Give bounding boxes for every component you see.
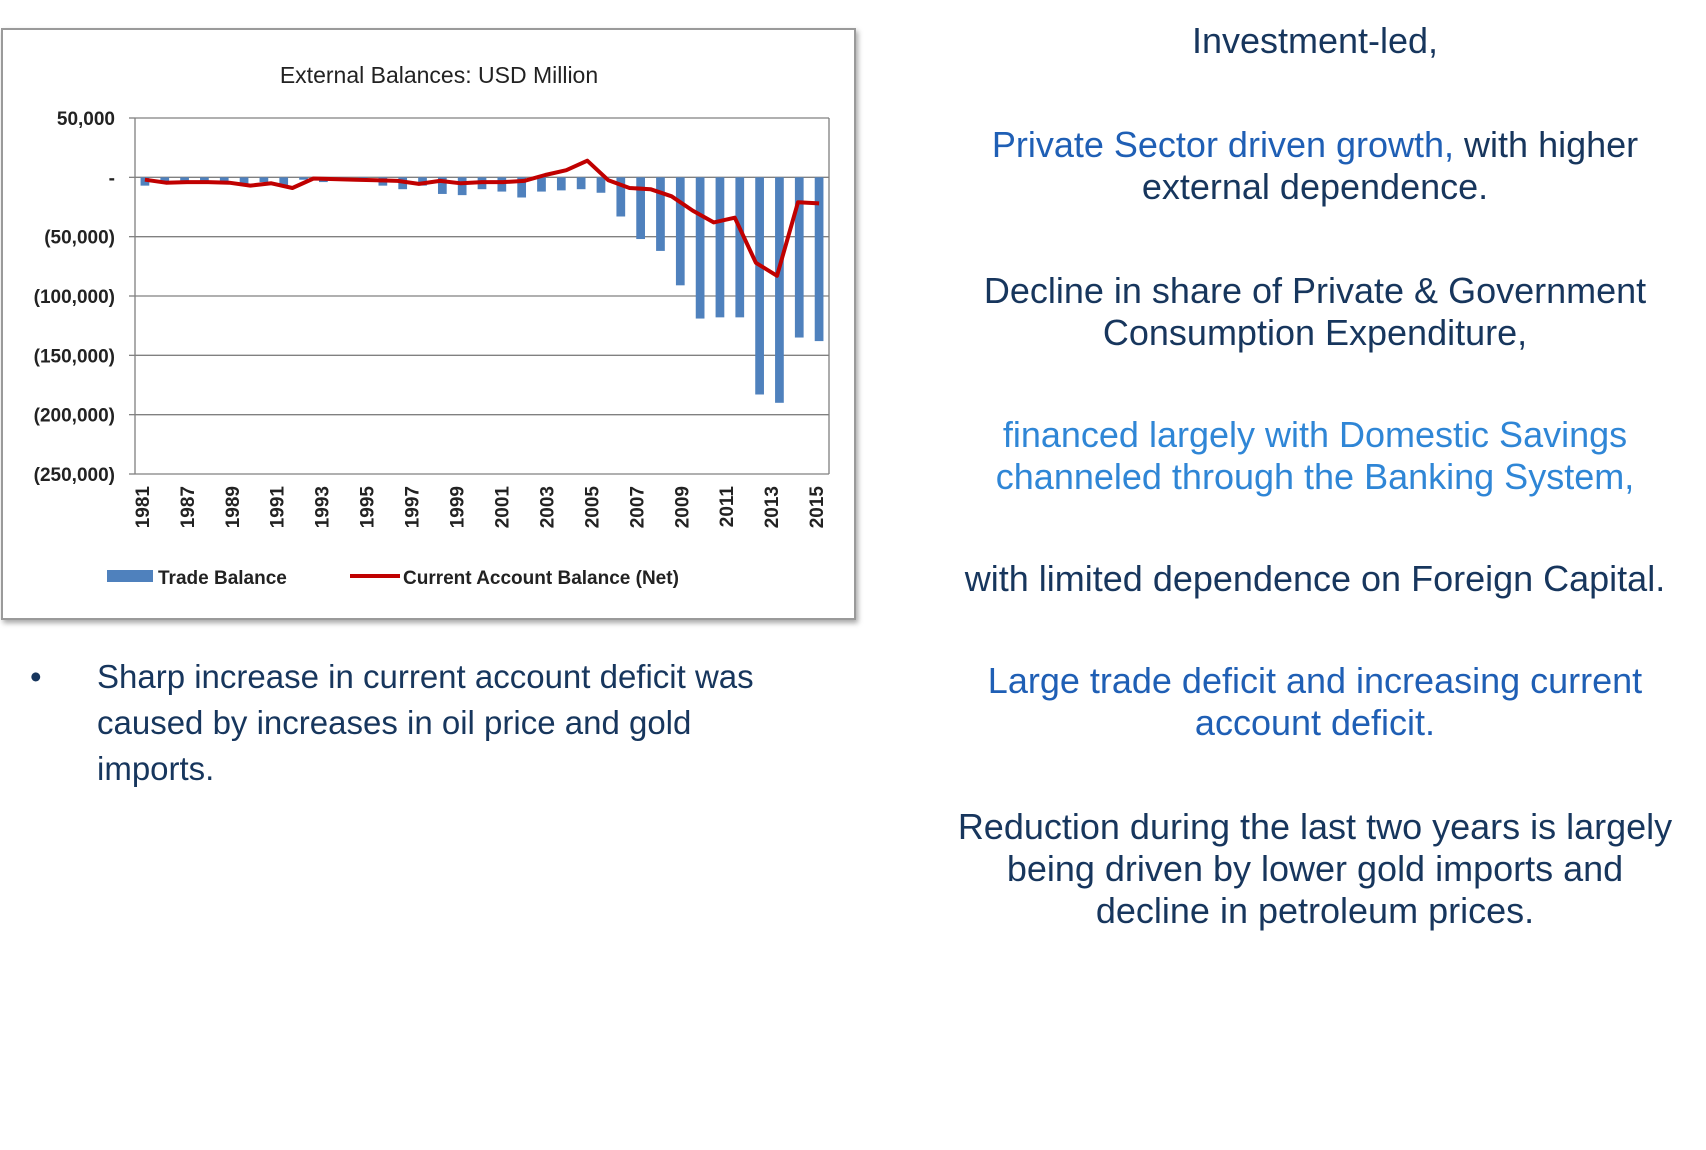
chart-container: External Balances: USD Million 50,000 - (50… bbox=[1, 28, 856, 620]
x-tick-label: 1995 bbox=[358, 486, 379, 529]
trade-balance-bar bbox=[457, 177, 467, 196]
summary-private-sector-rest: with higher external dependence. bbox=[1141, 124, 1639, 207]
trade-balance-bar bbox=[755, 177, 764, 395]
x-tick-label: 2015 bbox=[807, 486, 828, 529]
y-tick-label: (200,000) bbox=[34, 406, 115, 427]
trade-balance-bar bbox=[695, 177, 705, 319]
bullet-icon: • bbox=[30, 658, 42, 695]
trade-balance-bar bbox=[517, 177, 527, 198]
x-tick-label: 2009 bbox=[672, 486, 693, 528]
trade-balance-bar bbox=[259, 177, 269, 183]
trade-balance-bar bbox=[616, 177, 626, 217]
trade-balance-bar bbox=[775, 177, 784, 403]
summary-column: Investment-led, Private Sector driven gr… bbox=[945, 20, 1685, 984]
summary-domestic-savings: financed largely with Domestic Savings c… bbox=[995, 414, 1635, 497]
legend-trade-balance-label: Trade Balance bbox=[158, 568, 287, 589]
y-tick-label: (250,000) bbox=[34, 465, 115, 486]
trade-balance-bar bbox=[200, 177, 209, 183]
y-tick-label: (150,000) bbox=[34, 346, 115, 367]
bullet-text: Sharp increase in current account defici… bbox=[97, 658, 754, 787]
trade-balance-bar bbox=[437, 177, 447, 194]
trade-balance-bar bbox=[636, 177, 645, 240]
trade-balance-bar bbox=[299, 177, 308, 180]
summary-trade-deficit: Large trade deficit and increasing curre… bbox=[987, 660, 1643, 743]
trade-balance-bar bbox=[715, 177, 725, 318]
trade-balance-bar bbox=[675, 177, 685, 286]
y-tick-label: (50,000) bbox=[44, 228, 115, 249]
legend-current-account-label: Current Account Balance (Net) bbox=[403, 568, 679, 589]
x-tick-label: 1991 bbox=[268, 486, 289, 529]
trade-balance-bar bbox=[794, 177, 804, 338]
x-tick-label: 2007 bbox=[627, 486, 648, 528]
chart-title: External Balances: USD Million bbox=[280, 62, 598, 88]
x-tick-label: 1993 bbox=[313, 486, 334, 528]
x-tick-label: 1987 bbox=[178, 486, 199, 528]
trade-balance-bar bbox=[656, 177, 665, 251]
external-balances-chart: External Balances: USD Million 50,000 - (50… bbox=[34, 62, 830, 589]
x-tick-label: 2001 bbox=[492, 486, 513, 529]
x-tick-label: 1999 bbox=[448, 486, 469, 528]
trade-balance-bar bbox=[239, 177, 249, 186]
trade-balance-bar bbox=[160, 177, 170, 184]
x-tick-label: 2013 bbox=[762, 486, 783, 528]
x-tick-label: 2005 bbox=[582, 486, 603, 529]
x-tick-label: 2003 bbox=[537, 486, 558, 528]
trade-balance-bar bbox=[735, 177, 745, 318]
current-account-line bbox=[144, 158, 820, 278]
trade-balance-bar bbox=[497, 177, 507, 192]
trade-balance-bar bbox=[279, 177, 289, 187]
summary-private-sector-highlight: Private Sector driven growth, bbox=[991, 124, 1455, 165]
summary-consumption-decline: Decline in share of Private & Government… bbox=[983, 270, 1647, 353]
x-tick-label: 1997 bbox=[403, 486, 424, 528]
trade-balance-bar bbox=[576, 177, 586, 190]
trade-balance-bar bbox=[556, 177, 566, 191]
y-tick-label: (100,000) bbox=[34, 287, 115, 308]
summary-investment-led: Investment-led, bbox=[1191, 20, 1439, 61]
trade-balance-bar bbox=[814, 177, 824, 342]
summary-foreign-capital: with limited dependence on Foreign Capit… bbox=[964, 558, 1666, 599]
trade-balance-bar bbox=[537, 177, 546, 192]
x-tick-label: 2011 bbox=[717, 486, 738, 528]
summary-recent-reduction: Reduction during the last two years is l… bbox=[957, 806, 1673, 931]
y-tick-label: - bbox=[109, 168, 115, 189]
summary-private-sector: Private Sector driven growth, with highe… bbox=[945, 124, 1685, 208]
legend-trade-balance-swatch bbox=[107, 570, 153, 582]
x-tick-label: 1981 bbox=[133, 486, 154, 529]
trade-balance-bar bbox=[596, 177, 606, 193]
y-tick-label: 50,000 bbox=[57, 109, 115, 130]
x-tick-label: 1989 bbox=[223, 486, 244, 528]
